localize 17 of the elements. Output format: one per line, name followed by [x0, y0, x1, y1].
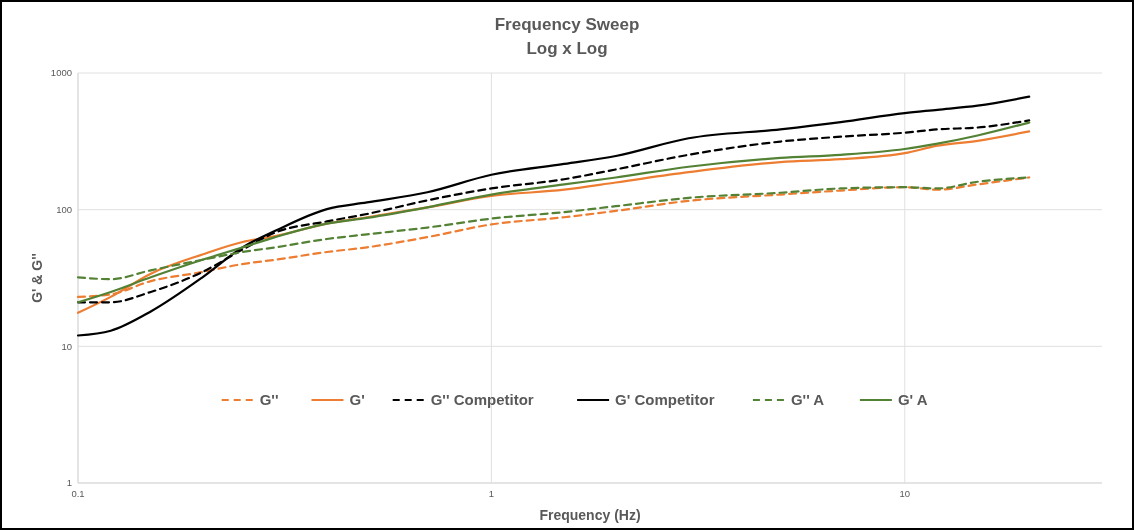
legend-label: G'' A [790, 391, 825, 409]
y-tick-label: 10 [61, 340, 72, 352]
chart-title: Frequency Sweep [494, 15, 640, 34]
y-axis-title: G' & G'' [29, 253, 45, 303]
x-axis-title: Frequency (Hz) [539, 507, 641, 523]
legend-label: G' A [897, 391, 928, 409]
legend-label: G'' Competitor [430, 391, 534, 409]
x-tick-label: 10 [899, 488, 911, 499]
x-tick-label: 0.1 [71, 488, 85, 499]
x-tick-label: 1 [488, 488, 495, 499]
legend-label: G'' [259, 391, 279, 409]
legend-label: G' [349, 391, 365, 409]
y-tick-label: 100 [56, 203, 72, 215]
y-tick-label: 1 [66, 477, 72, 489]
legend-label: G' Competitor [615, 391, 715, 409]
y-tick-label: 1000 [50, 67, 72, 79]
chart-subtitle: Log x Log [526, 39, 608, 58]
